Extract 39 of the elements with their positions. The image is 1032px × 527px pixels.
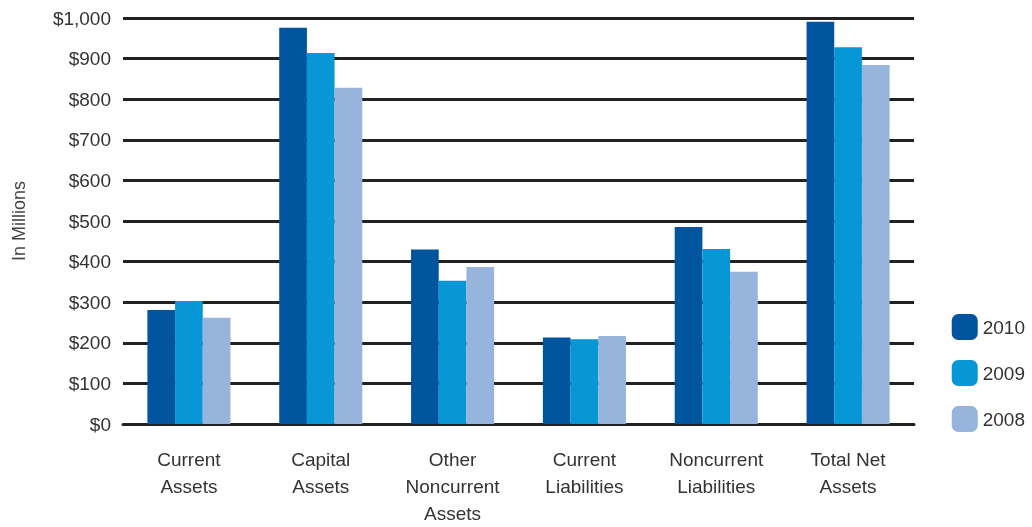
legend-label: 2008 [982,408,1026,430]
y-tick-label: $1,000 [52,7,111,29]
bar [861,65,890,424]
y-tick-label: $400 [68,251,111,273]
bar [279,27,307,424]
bar [175,300,203,424]
y-axis-title: In Millions [9,180,29,262]
y-tick-label: $800 [68,88,111,110]
bar [542,337,571,424]
x-tick-label: Noncurrent Liabilities [669,449,764,497]
x-tick-label: Capital Assets [291,449,351,497]
bar [806,21,835,424]
x-tick-label: Other Noncurrent Assets [405,449,501,524]
bar [334,87,363,424]
bar [306,52,335,424]
y-tick-label: $700 [68,129,111,151]
y-tick-label: $200 [68,332,111,354]
bar [598,335,626,424]
y-tick-label: $0 [89,413,111,435]
bar [730,271,758,424]
bar [438,280,467,424]
y-tick-label: $300 [68,291,111,313]
legend-label: 2009 [982,362,1026,384]
x-tick-label: Total Net Assets [810,449,887,497]
bar [202,317,231,424]
bar [674,227,703,424]
y-tick-label: $900 [68,48,111,70]
y-tick-label: $500 [68,210,111,232]
bar [466,266,495,424]
bar [570,339,599,424]
y-tick-label: $100 [68,372,111,394]
bar [834,47,862,424]
x-tick-label: Current Assets [157,449,222,497]
bar [411,249,439,424]
y-tick-label: $600 [68,169,111,191]
legend-label: 2010 [982,316,1026,338]
bar [702,249,731,424]
x-tick-label: Current Liabilities [545,449,624,497]
bar [147,309,176,424]
